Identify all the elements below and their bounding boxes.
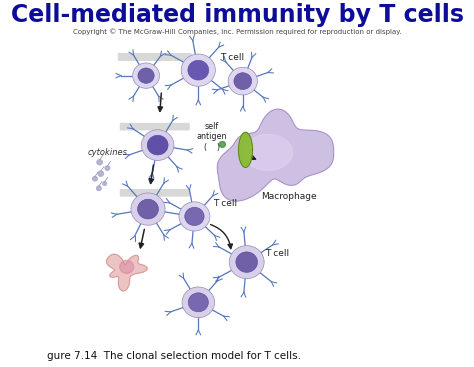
Circle shape [105, 166, 109, 170]
Text: T cell: T cell [265, 249, 289, 258]
Ellipse shape [137, 199, 158, 219]
Ellipse shape [138, 68, 154, 83]
Text: cytokines: cytokines [88, 148, 128, 157]
Circle shape [219, 141, 226, 147]
Text: T cell: T cell [213, 199, 237, 208]
Circle shape [98, 171, 103, 176]
Text: gure 7.14  The clonal selection model for T cells.: gure 7.14 The clonal selection model for… [47, 351, 301, 361]
Text: Copyright © The McGraw-Hill Companies, Inc. Permission required for reproduction: Copyright © The McGraw-Hill Companies, I… [73, 28, 401, 35]
Circle shape [92, 177, 97, 181]
Circle shape [97, 186, 101, 190]
Text: T cell: T cell [219, 53, 244, 62]
Polygon shape [243, 134, 292, 170]
FancyBboxPatch shape [120, 123, 190, 131]
Circle shape [97, 160, 102, 165]
Ellipse shape [228, 67, 257, 95]
Ellipse shape [234, 73, 252, 90]
Text: self
antigen
(    ): self antigen ( ) [197, 122, 227, 152]
Ellipse shape [185, 207, 204, 226]
Ellipse shape [182, 287, 215, 318]
Ellipse shape [147, 135, 168, 155]
Circle shape [103, 182, 107, 185]
Ellipse shape [181, 54, 215, 86]
Ellipse shape [188, 60, 209, 80]
Ellipse shape [141, 130, 174, 160]
FancyBboxPatch shape [120, 189, 190, 197]
Text: Cell-mediated immunity by T cells: Cell-mediated immunity by T cells [10, 3, 464, 26]
Polygon shape [238, 132, 253, 167]
Ellipse shape [179, 202, 210, 231]
Ellipse shape [188, 293, 209, 312]
Ellipse shape [131, 193, 165, 225]
Polygon shape [106, 254, 147, 291]
Circle shape [120, 260, 134, 273]
Ellipse shape [236, 252, 257, 272]
Polygon shape [217, 109, 334, 201]
Ellipse shape [229, 246, 264, 279]
Ellipse shape [133, 63, 159, 88]
FancyBboxPatch shape [118, 53, 191, 61]
Text: Macrophage: Macrophage [262, 192, 317, 201]
